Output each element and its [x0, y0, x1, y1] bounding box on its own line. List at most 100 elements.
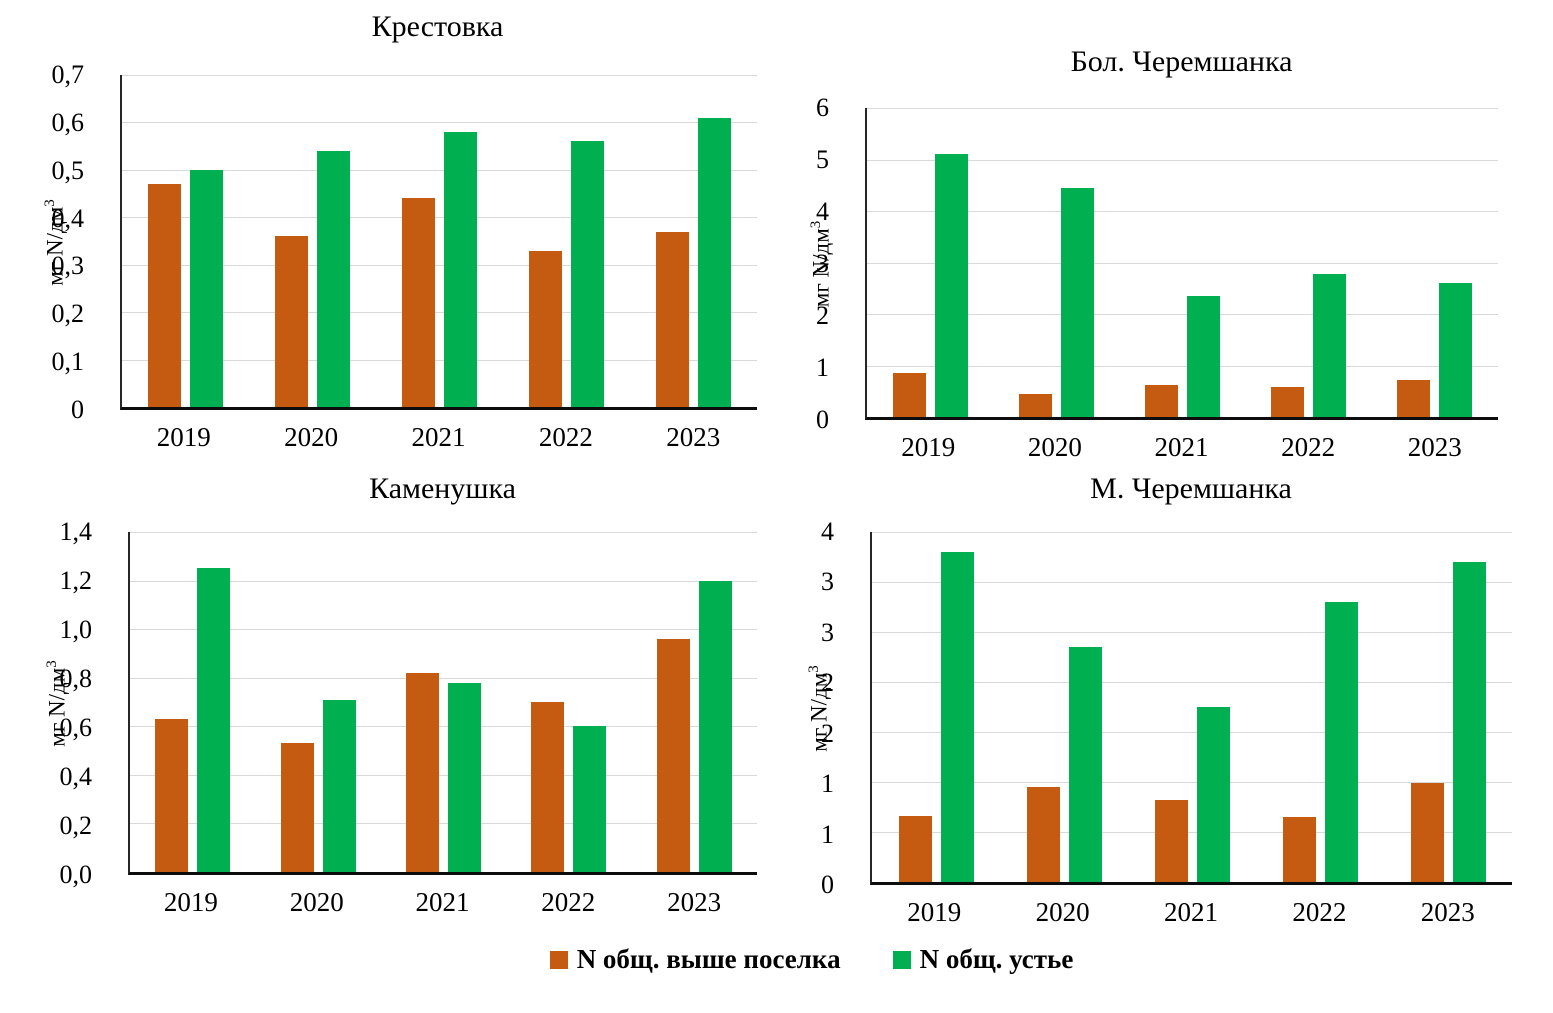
gridline: [122, 122, 757, 124]
chart-panel-krestovka: Крестовка мг N/дм3 0,7 0,6 0,5 0,4 0,3 0,2 0,1…: [0, 0, 770, 460]
y-axis-tick-label: 3: [821, 617, 834, 647]
bar-mouth-2021: [1196, 707, 1230, 882]
x-axis-tick-label: 2020: [1027, 432, 1082, 462]
y-axis-tick-labels: 6 5 4 3 2 1 0: [770, 95, 853, 433]
gridline: [130, 774, 757, 776]
y-axis-tick-label: 5: [816, 145, 829, 174]
gridline: [867, 108, 1498, 109]
x-axis-tick-label: 2022: [538, 422, 593, 452]
gridline: [122, 75, 757, 76]
y-axis-tick-label: 1: [816, 353, 829, 382]
legend: N общ. выше поселка N общ. устье: [0, 944, 1553, 975]
bar-above-village-2023: [1410, 783, 1444, 882]
gridline: [122, 217, 757, 219]
bar-mouth-2023: [698, 117, 731, 407]
gridline: [867, 211, 1498, 212]
y-axis-tick-label: 0,4: [59, 762, 93, 791]
bar-above-village-2023: [656, 231, 689, 407]
y-axis-tick-label: 0: [71, 395, 84, 424]
x-axis-tick-label: 2022: [1292, 897, 1347, 927]
bar-mouth-2020: [317, 150, 350, 407]
y-axis-tick-label: 2: [821, 668, 834, 698]
x-axis-tick-label: 2020: [1035, 897, 1090, 927]
gridline: [867, 314, 1498, 315]
plot-area: [870, 532, 1512, 885]
bar-above-village-2021: [402, 198, 435, 407]
x-axis-labels: 2019 2020 2021 2022 2023: [128, 879, 757, 919]
x-axis-labels: 2019 2020 2021 2022 2023: [120, 414, 757, 454]
bar-mouth-2022: [1324, 602, 1358, 882]
legend-swatch-green: [892, 950, 911, 969]
y-axis-tick-labels: 4 3 3 2 2 1 1 0: [770, 519, 858, 898]
y-axis-tick-label: 4: [816, 197, 829, 226]
bar-mouth-2019: [940, 552, 974, 882]
x-axis-tick-label: 2020: [284, 422, 339, 452]
y-axis-tick-label: 2: [816, 301, 829, 330]
y-axis-tick-label: 0,2: [51, 299, 85, 329]
chart-title: Каменушка: [369, 472, 516, 505]
plot-area: [128, 532, 757, 875]
gridline: [130, 532, 757, 533]
bar-above-village-2019: [898, 816, 932, 882]
y-axis-tick-labels: 0,7 0,6 0,5 0,4 0,3 0,2 0,1 0: [0, 62, 108, 423]
gridline: [122, 264, 757, 266]
chart-title: М. Черемшанка: [1090, 472, 1292, 505]
legend-label: N общ. устье: [919, 944, 1074, 974]
x-axis-tick-label: 2021: [415, 887, 470, 917]
plot-area: [120, 75, 757, 410]
x-axis-tick-label: 2019: [156, 422, 211, 452]
legend-label: N общ. выше поселка: [576, 944, 841, 974]
x-axis-tick-label: 2021: [1154, 432, 1209, 462]
x-axis-tick-label: 2023: [667, 887, 722, 917]
y-axis-tick-label: 0,0: [59, 860, 93, 889]
y-axis-tick-label: 0,6: [59, 713, 93, 742]
y-axis-tick-label: 0,3: [51, 251, 85, 281]
x-axis-tick-label: 2022: [1281, 432, 1336, 462]
bar-above-village-2022: [1282, 817, 1316, 882]
bar-mouth-2022: [571, 141, 604, 407]
gridline: [130, 726, 757, 728]
bar-mouth-2022: [1313, 273, 1347, 417]
bar-above-village-2022: [1271, 387, 1305, 417]
gridline: [122, 359, 757, 361]
bar-mouth-2022: [573, 726, 607, 872]
gridline: [867, 159, 1498, 161]
chart-title: Бол. Черемшанка: [1070, 45, 1293, 78]
gridline: [872, 732, 1512, 733]
x-axis-tick-label: 2020: [289, 887, 344, 917]
y-axis-tick-label: 0,7: [51, 60, 85, 89]
x-axis-tick-label: 2022: [541, 887, 596, 917]
x-axis-labels: 2019 2020 2021 2022 2023: [865, 424, 1498, 464]
bar-mouth-2023: [1439, 283, 1473, 417]
y-axis-tick-label: 1: [821, 819, 834, 849]
y-axis-tick-label: 1: [821, 769, 834, 799]
bar-above-village-2021: [1145, 385, 1178, 417]
y-axis-tick-label: 3: [816, 249, 829, 278]
gridline: [872, 682, 1512, 683]
gridline: [122, 169, 757, 171]
bar-mouth-2021: [448, 682, 481, 872]
y-axis-tick-label: 0: [816, 405, 829, 434]
gridline: [130, 629, 757, 631]
bar-mouth-2021: [1187, 295, 1220, 417]
x-axis-tick-label: 2021: [1164, 897, 1218, 927]
y-axis-tick-label: 0,2: [59, 811, 93, 840]
bar-mouth-2020: [322, 699, 356, 872]
y-axis-tick-label: 0,8: [59, 664, 93, 693]
gridline: [122, 312, 757, 314]
gridline: [130, 580, 757, 582]
gridline: [867, 262, 1498, 264]
legend-item-above-village: N общ. выше поселка: [549, 944, 841, 975]
legend-swatch-orange: [549, 950, 568, 969]
chart-title: Крестовка: [371, 10, 504, 43]
bar-above-village-2023: [1397, 379, 1431, 417]
bar-above-village-2019: [148, 184, 181, 407]
bar-above-village-2020: [1026, 787, 1060, 882]
bar-above-village-2023: [656, 638, 690, 872]
gridline: [867, 365, 1498, 367]
y-axis-tick-label: 0,1: [51, 347, 85, 377]
gridline: [872, 532, 1512, 533]
x-axis-labels: 2019 2020 2021 2022 2023: [870, 889, 1512, 929]
